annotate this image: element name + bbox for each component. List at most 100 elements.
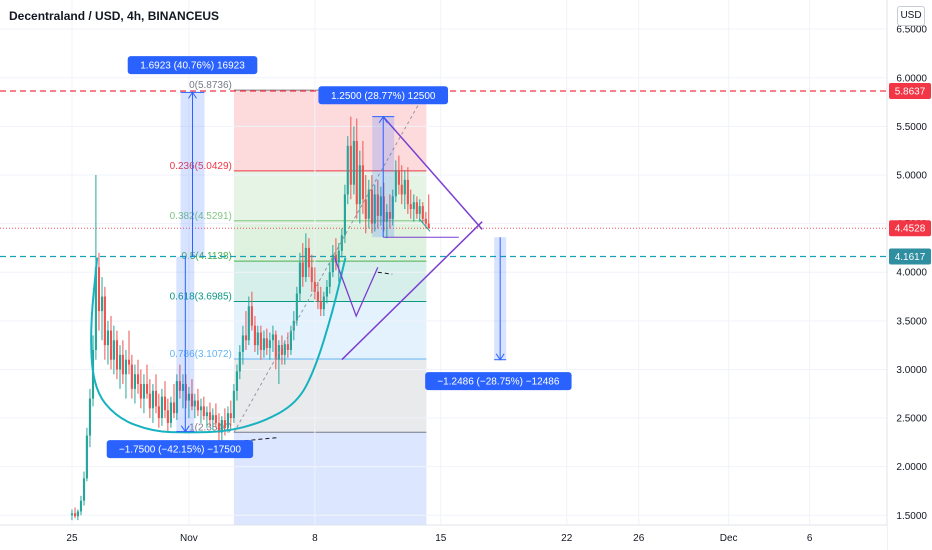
candle-body	[73, 513, 77, 517]
candle	[130, 354, 133, 399]
measure-label-up-bg	[127, 56, 258, 75]
candle-body	[403, 179, 406, 195]
candle-body	[385, 211, 388, 222]
candle-body	[199, 406, 203, 411]
candle-body	[217, 422, 221, 433]
y-tick-label: 5.5000	[896, 122, 927, 133]
candle	[319, 286, 322, 316]
candle-body	[388, 211, 391, 219]
candle-body	[295, 293, 298, 321]
candle-body	[343, 194, 346, 236]
candle-body	[286, 344, 289, 350]
candle-body	[382, 196, 385, 222]
candle-body	[418, 206, 421, 214]
candle-body	[145, 384, 149, 394]
candle-body	[376, 194, 379, 216]
candle	[328, 262, 331, 294]
y-tick-label: 6.0000	[896, 73, 927, 84]
candle	[106, 320, 110, 365]
price-marker-label: 4.4528	[895, 224, 926, 235]
fib-label: 0.618(3.6985)	[170, 292, 232, 303]
measure-label-up[interactable]: 1.6923 (40.76%) 16923	[127, 56, 258, 75]
candle	[163, 381, 167, 419]
candle-body	[415, 202, 418, 214]
candle	[352, 126, 355, 195]
candle	[88, 388, 92, 448]
x-tick-label: Dec	[720, 533, 738, 544]
candle	[124, 350, 128, 399]
fib-zone	[233, 170, 427, 221]
candle-body	[262, 338, 266, 350]
candle	[388, 194, 391, 229]
candle	[316, 281, 319, 310]
candle	[337, 243, 340, 282]
drawing-lines[interactable]	[0, 90, 887, 258]
triangle-upper-line	[382, 116, 483, 230]
measure-label-down[interactable]: −1.7500 (−42.15%) −17500	[106, 440, 254, 459]
measure-label-target-bg	[425, 372, 572, 391]
candle	[211, 408, 214, 430]
candle	[367, 179, 370, 229]
candle-body	[280, 345, 284, 355]
candle	[379, 186, 382, 226]
measure-label-down-bg	[106, 440, 254, 459]
price-axis: 6.50006.00005.50005.00004.50004.00003.50…	[886, 0, 932, 550]
candle-body	[244, 335, 248, 341]
x-tick-label: 26	[633, 533, 645, 544]
candle	[253, 315, 257, 352]
candle	[187, 386, 190, 419]
candle-body	[190, 393, 194, 407]
candle-body	[379, 196, 382, 216]
annotations[interactable]: 1.6923 (40.76%) 16923 −1.7500 (−42.15%) −…	[90, 56, 572, 459]
candle	[385, 204, 388, 239]
candle-body	[238, 351, 241, 372]
candle-body	[265, 338, 268, 349]
candle	[334, 238, 337, 271]
candle-body	[316, 291, 319, 302]
candle	[358, 150, 361, 224]
candle	[181, 374, 185, 409]
candle	[271, 325, 275, 352]
candle-body	[274, 334, 277, 360]
candle	[331, 245, 334, 278]
candle-body	[121, 354, 124, 375]
candle	[235, 364, 239, 401]
candle	[112, 325, 115, 375]
candle	[142, 374, 146, 414]
candle	[73, 507, 77, 519]
candle	[217, 413, 221, 443]
candle-body	[160, 396, 163, 419]
candle	[397, 155, 400, 195]
candle	[184, 374, 187, 409]
measure-label-flag-text: 1.2500 (28.77%) 12500	[331, 91, 436, 102]
y-tick-label: 5.0000	[896, 171, 927, 182]
candle	[232, 384, 235, 423]
measure-label-target[interactable]: −1.2486 (−28.75%) −12486	[425, 372, 572, 391]
candle	[157, 393, 160, 428]
candle-body	[406, 179, 409, 205]
candle-body	[259, 332, 262, 350]
candle-body	[124, 359, 128, 375]
candle	[307, 238, 310, 278]
candle-body	[355, 140, 358, 205]
candle	[349, 116, 352, 200]
candle-body	[346, 145, 349, 195]
candle	[136, 359, 140, 394]
candle-body	[220, 420, 223, 433]
candle-body	[202, 406, 205, 417]
currency-button[interactable]: USD	[897, 6, 925, 26]
candle-body	[70, 513, 74, 516]
fib-zone	[233, 220, 427, 262]
fib-label: 0.5(4.1138)	[181, 251, 231, 262]
measure-label-flag-bg	[318, 86, 449, 105]
candle-body	[313, 281, 316, 292]
zigzag-line	[333, 257, 379, 318]
candle-body	[115, 340, 119, 370]
measure-label-flag[interactable]: 1.2500 (28.77%) 12500	[318, 86, 449, 105]
candle-body	[400, 184, 403, 195]
candle-body	[331, 254, 334, 273]
candle	[241, 325, 244, 365]
candle-body	[250, 306, 253, 326]
candle-body	[307, 247, 310, 268]
